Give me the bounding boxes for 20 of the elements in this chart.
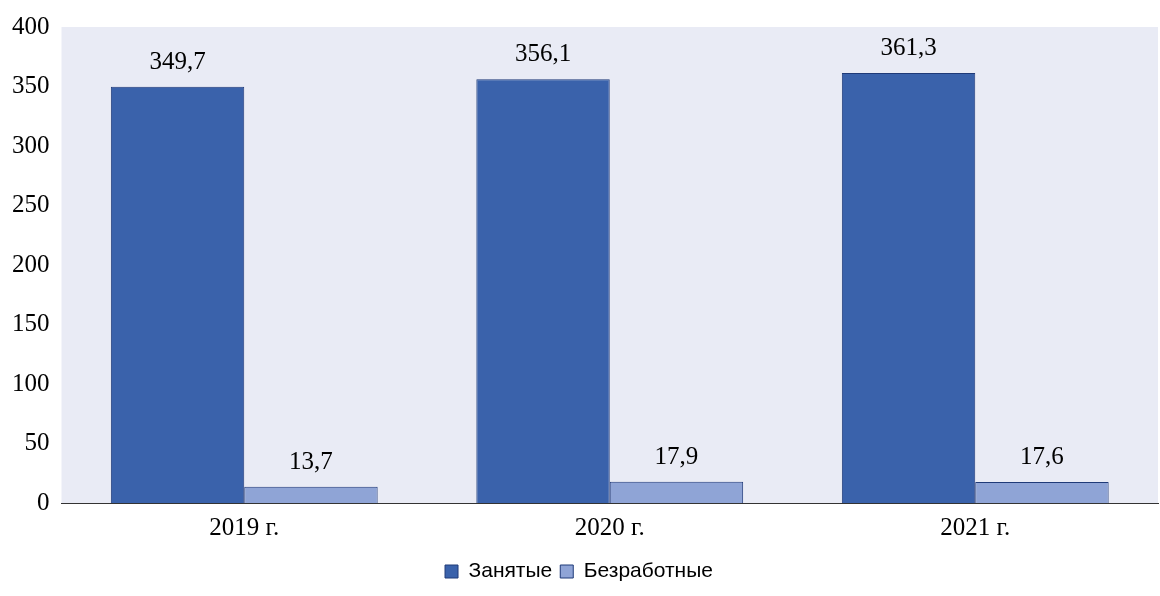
legend-label: Безработные [583, 558, 713, 582]
data-label: 356,1 [514, 39, 572, 67]
y-tick-label: 100 [12, 368, 50, 396]
data-label: 349,7 [149, 46, 206, 74]
y-tick-label: 400 [12, 11, 50, 39]
x-tick-label: 2020 г. [574, 512, 645, 540]
data-label: 17,9 [654, 441, 699, 469]
y-tick-label: 350 [12, 71, 50, 99]
y-tick-label: 50 [24, 428, 50, 456]
y-tick-label: 0 [37, 487, 50, 515]
y-tick-label: 250 [12, 190, 50, 218]
y-tick-label: 150 [12, 309, 50, 337]
y-tick-label: 300 [12, 130, 50, 158]
legend-label: Занятые [468, 558, 553, 582]
data-label: 17,6 [1020, 442, 1064, 470]
data-label: 361,3 [880, 33, 937, 61]
data-label: 13,7 [289, 446, 333, 474]
y-tick-label: 200 [12, 249, 50, 277]
x-tick-label: 2021 г. [940, 512, 1011, 540]
x-tick-label: 2019 г. [209, 512, 280, 540]
